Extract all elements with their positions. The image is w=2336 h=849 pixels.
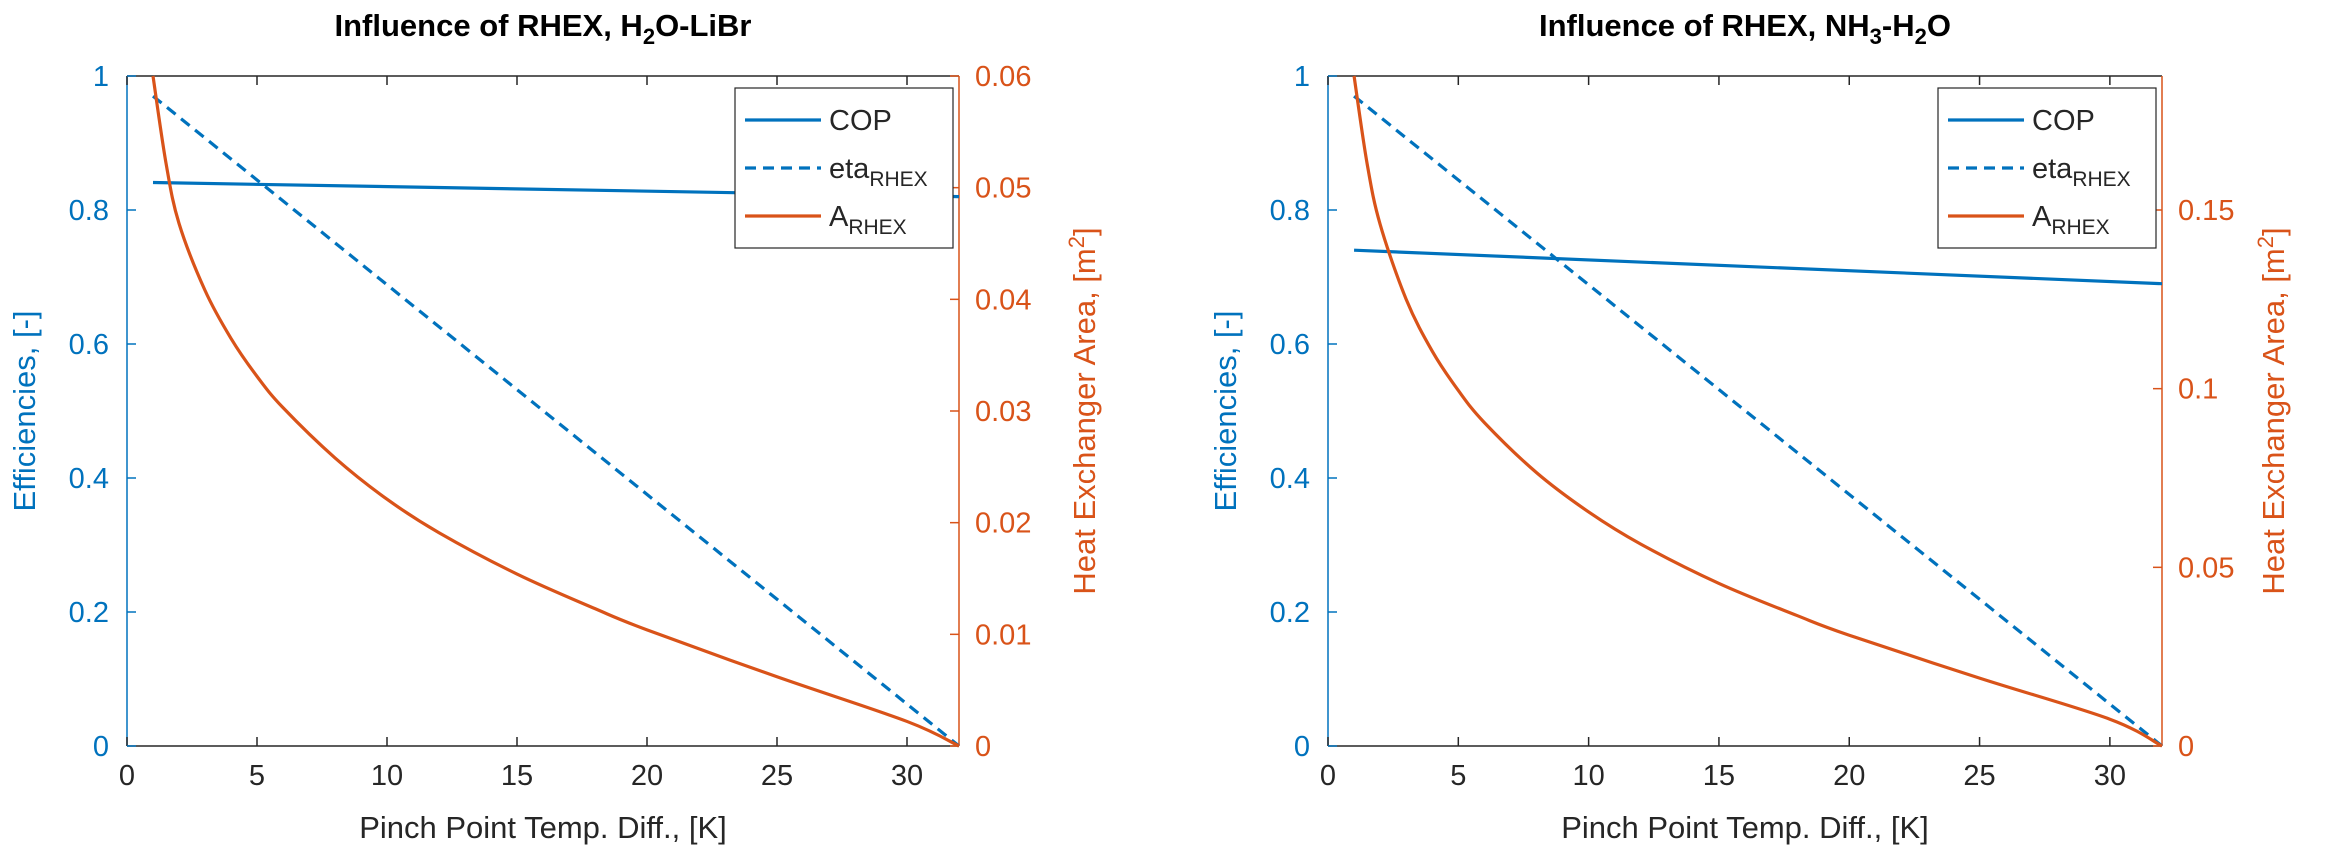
x-tick-label: 25 [1963, 760, 1995, 792]
chart-panel-nh3-h2o: Influence of RHEX, NH3-H2O 0 5 10 15 20 25 300… [1208, 8, 2291, 845]
x-axis-label: Pinch Point Temp. Diff., [K] [1561, 810, 1929, 845]
chart-title: Influence of RHEX, H2O-LiBr [335, 8, 752, 49]
y-tick-label-right: 0.06 [975, 61, 1031, 93]
y-tick-label-right: 0.01 [975, 619, 1031, 651]
x-axis-label: Pinch Point Temp. Diff., [K] [359, 810, 727, 845]
x-tick-label: 20 [1833, 760, 1865, 792]
legend: COP etaRHEX ARHEX [1937, 87, 2157, 249]
x-tick-label: 5 [1450, 760, 1466, 792]
legend-item-eta-rhex: etaRHEX [1948, 153, 2131, 191]
y-tick-label-left: 0.4 [1270, 463, 1310, 495]
y-tick-label-left: 0.8 [1270, 195, 1310, 227]
x-tick-label: 15 [1703, 760, 1735, 792]
series-line-eta-rhex [151, 94, 961, 748]
x-tick-label: 0 [119, 760, 135, 792]
x-tick-label: 10 [1572, 760, 1604, 792]
y-tick-label-left: 1 [1294, 61, 1310, 93]
legend-item-a-rhex: ARHEX [745, 201, 907, 239]
x-tick-label: 5 [249, 760, 265, 792]
y-tick-label-left: 0.6 [69, 329, 109, 361]
y-tick-label-right: 0.02 [975, 508, 1031, 540]
y-tick-label-left: 0 [93, 731, 109, 763]
y-tick-label-right: 0.05 [2178, 552, 2234, 584]
y-axis-label-right: Heat Exchanger Area, [m2] [2253, 227, 2291, 594]
y-tick-label-left: 0.8 [69, 195, 109, 227]
y-tick-label-right: 0 [2178, 731, 2194, 763]
y-tick-label-right: 0 [975, 731, 991, 763]
legend-label: COP [829, 105, 892, 137]
y-tick-label-left: 0.2 [69, 597, 109, 629]
legend-label: COP [2032, 105, 2095, 137]
legend-label: ARHEX [829, 201, 907, 239]
y-tick-label-left: 0 [1294, 731, 1310, 763]
y-axis-label-right: Heat Exchanger Area, [m2] [1064, 227, 1102, 594]
chart-title: Influence of RHEX, NH3-H2O [1539, 8, 1951, 49]
y-tick-label-right: 0.1 [2178, 374, 2218, 406]
x-tick-label: 20 [631, 760, 663, 792]
series-line-cop [1353, 248, 2163, 286]
y-tick-label-right: 0.03 [975, 396, 1031, 428]
legend-label: ARHEX [2032, 201, 2110, 239]
y-axis-label-left: Efficiencies, [-] [1208, 310, 1243, 511]
y-tick-label-left: 1 [93, 61, 109, 93]
legend-item-cop: COP [1948, 105, 2095, 137]
y-tick-label-right: 0.04 [975, 284, 1031, 316]
legend-item-cop: COP [745, 105, 892, 137]
y-tick-label-left: 0.2 [1270, 597, 1310, 629]
x-tick-label: 15 [501, 760, 533, 792]
y-tick-label-left: 0.6 [1270, 329, 1310, 361]
x-tick-label: 30 [2094, 760, 2126, 792]
chart-panel-h2o-libr: Influence of RHEX, H2O-LiBr 0 5 10 15 20 25 30… [7, 8, 1102, 845]
legend: COP etaRHEX ARHEX [734, 87, 954, 249]
legend-item-eta-rhex: etaRHEX [745, 153, 928, 191]
y-axis-label-left: Efficiencies, [-] [7, 310, 42, 511]
x-tick-label: 25 [761, 760, 793, 792]
legend-label: etaRHEX [2032, 153, 2131, 191]
legend-label: etaRHEX [829, 153, 928, 191]
legend-item-a-rhex: ARHEX [1948, 201, 2110, 239]
x-tick-label: 30 [891, 760, 923, 792]
x-tick-label: 10 [371, 760, 403, 792]
y-tick-label-right: 0.05 [975, 173, 1031, 205]
series-line-a-rhex [1352, 75, 2163, 748]
y-tick-label-left: 0.4 [69, 463, 109, 495]
y-tick-label-right: 0.15 [2178, 195, 2234, 227]
plot-area: 0 5 10 15 20 25 3000.20.40.60.8100.010.020.030… [69, 61, 1032, 792]
series-line-eta-rhex [1353, 94, 2164, 748]
x-tick-label: 0 [1320, 760, 1336, 792]
series-line-a-rhex [151, 75, 960, 748]
